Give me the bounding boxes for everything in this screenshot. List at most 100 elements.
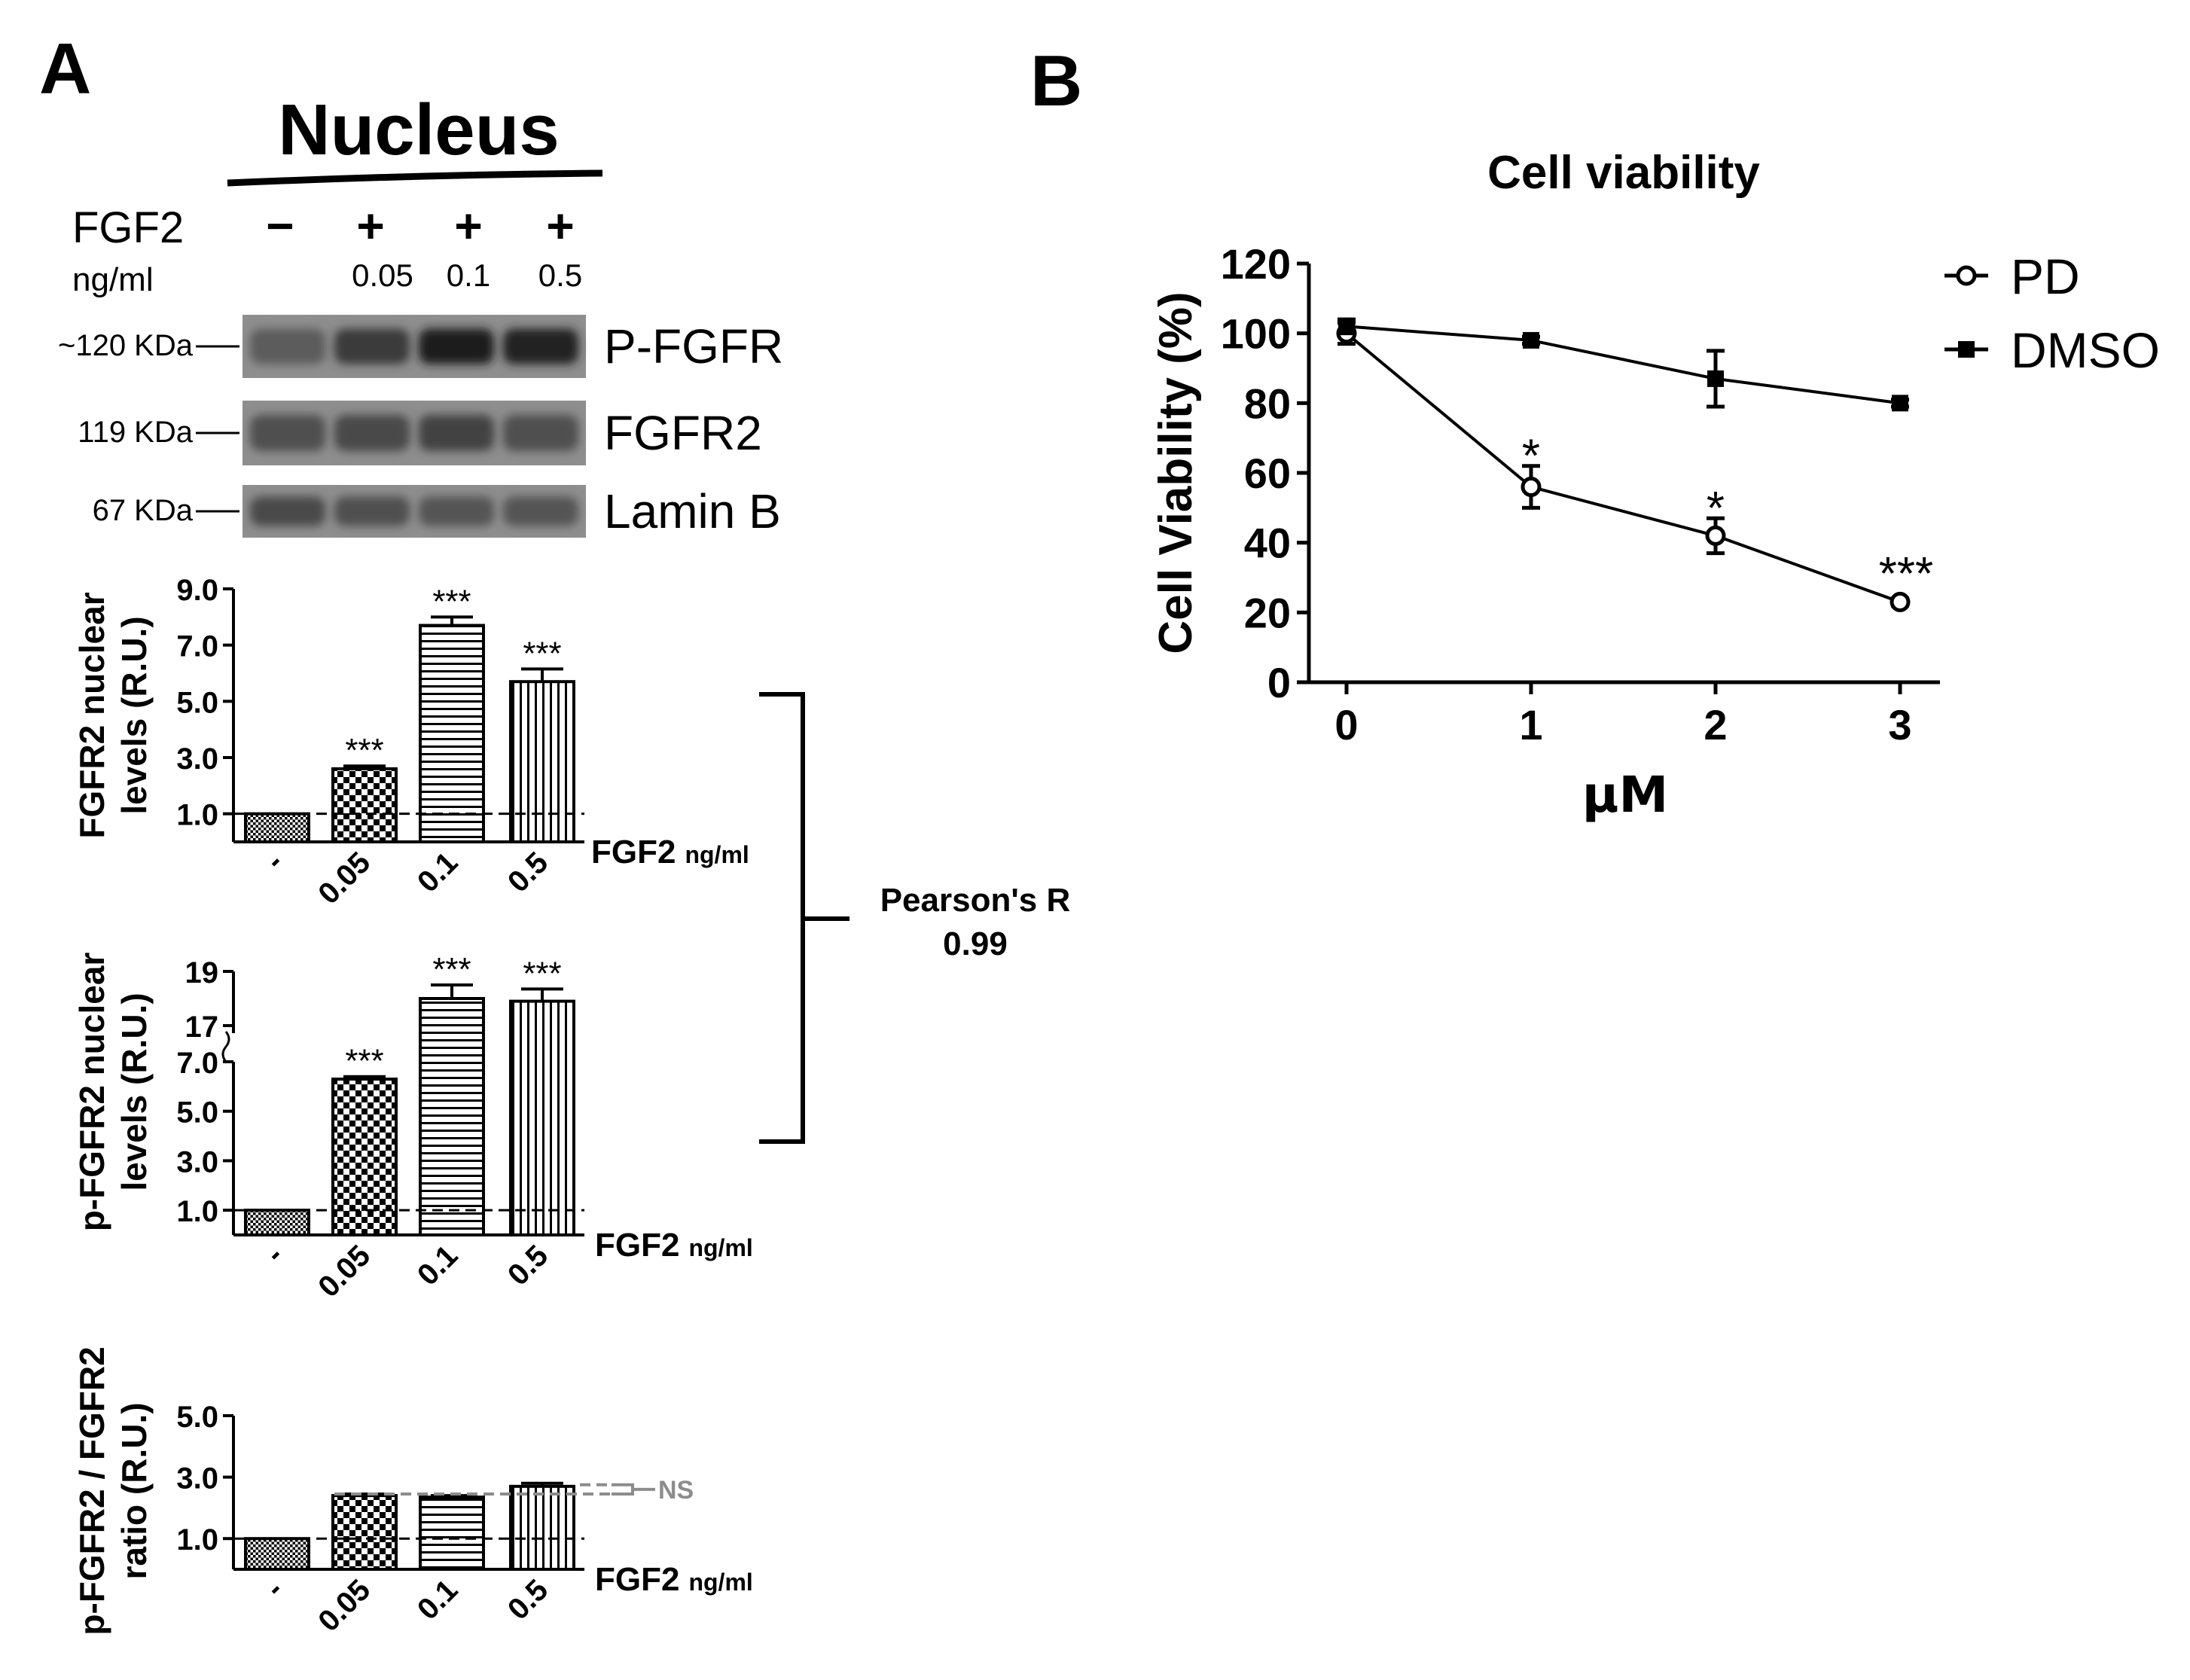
legend-marker-pd [1956, 265, 1977, 286]
legend-label: PD [2011, 248, 2080, 304]
bar [509, 680, 575, 844]
bar [419, 1496, 485, 1571]
x-tick-label: 3 [1888, 701, 1911, 749]
y-tick-label: 1.0 [176, 799, 218, 832]
category-label: 0.05 [312, 1573, 377, 1638]
y-tick-label: 5.0 [176, 686, 218, 719]
data-point-pd [1705, 525, 1726, 546]
pearson-label: Pearson's R [880, 882, 1071, 919]
y-axis-label: p-FGFR2 / FGFR2ratio (R.U.) [72, 1346, 154, 1635]
category-label: 0.05 [312, 1239, 377, 1303]
gel-band [419, 496, 494, 526]
unit-label: ng/ml [72, 261, 154, 298]
lane-dose: 0.5 [538, 258, 582, 293]
y-tick-label: 7.0 [176, 630, 218, 663]
x-axis-label-unit: ng/ml [685, 841, 749, 868]
bar [509, 1484, 575, 1571]
ns-bracket [612, 1483, 655, 1496]
bar [419, 624, 485, 843]
pearson-bracket: Pearson's R 0.99 [759, 692, 1071, 1144]
bar [509, 999, 575, 1236]
data-point-dmso [1338, 318, 1355, 335]
category-label: 0.05 [312, 846, 377, 910]
y-tick-label: 1.0 [176, 1523, 218, 1557]
x-axis-label-main: FGF2 [595, 1227, 679, 1264]
panel-a-label: A [39, 29, 91, 109]
significance-label: *** [345, 732, 383, 769]
y-axis-label-line: FGFR2 nuclear [72, 592, 111, 838]
y-tick-label: 3.0 [176, 1462, 218, 1496]
x-tick-label: 1 [1519, 701, 1542, 749]
x-tick-label: 2 [1704, 701, 1727, 749]
significance-label: *** [523, 955, 561, 992]
significance-label: *** [432, 583, 471, 620]
line-chart-cell-viability: Cell viability 0 20 40 60 80 100 120 0 1 2 3 μM Cell … [1150, 147, 2160, 824]
legend-marker-dmso [1958, 341, 1975, 358]
x-axis-label: FGF2 ng/ml [595, 1227, 753, 1264]
gel-band [250, 328, 325, 364]
y-axis-label: FGFR2 nuclearlevels (R.U.) [72, 592, 154, 838]
protein-label: FGFR2 [604, 406, 762, 460]
y-axis-label-line: p-FGFR2 nuclear [72, 953, 111, 1232]
y-tick-label: 3.0 [176, 1145, 218, 1178]
category-label: 0.1 [411, 1573, 464, 1626]
significance-label: * [1522, 431, 1540, 483]
y-tick-label: 80 [1244, 380, 1291, 427]
data-point-dmso [1707, 370, 1724, 387]
data-point-pd [1890, 591, 1911, 612]
gel-band [250, 414, 325, 452]
gel-band [250, 496, 325, 526]
marker-label: 67 KDa [93, 494, 194, 527]
lane-sign: − [266, 199, 294, 253]
y-tick-label: 20 [1244, 589, 1291, 636]
category-label: - [259, 846, 290, 877]
data-point-dmso [1523, 331, 1539, 349]
series-line-dmso [1346, 325, 1901, 405]
lane-dose: 0.05 [352, 258, 413, 293]
gel-band [503, 496, 578, 526]
y-tick-label: 19 [185, 956, 219, 989]
lane-sign: + [546, 199, 574, 253]
bar [331, 767, 398, 844]
y-axis-label-line: levels (R.U.) [114, 992, 154, 1191]
bar [331, 1494, 398, 1571]
significance-label: * [1707, 483, 1725, 535]
significance-label: *** [432, 951, 471, 988]
y-axis-label: p-FGFR2 nuclearlevels (R.U.) [72, 953, 154, 1232]
marker-label: ~120 KDa [58, 329, 194, 362]
significance-label: *** [523, 635, 561, 672]
x-axis-label: μM [1582, 766, 1668, 824]
y-tick-label: 17 [185, 1011, 219, 1044]
x-tick-label: 0 [1334, 701, 1358, 749]
blot-title-underline [227, 169, 603, 187]
y-axis-label: Cell Viability (%) [1150, 291, 1202, 654]
panel-b-label: B [1030, 41, 1082, 121]
category-label: 0.5 [502, 846, 554, 898]
bar [244, 1209, 310, 1236]
protein-label: Lamin B [604, 484, 781, 538]
data-point-pd [1520, 477, 1542, 498]
y-tick-label: 5.0 [176, 1401, 218, 1434]
x-axis-label: FGF2 ng/ml [595, 1561, 753, 1598]
bar-chart-p-fgfr2: 1.0 3.0 5.0 7.017 19 - *** 0.05 *** 0.1 *** 0.5 FGF2… [72, 951, 753, 1303]
pearson-value: 0.99 [943, 925, 1008, 962]
bar [244, 1537, 310, 1571]
marker-label: 119 KDa [78, 416, 193, 449]
y-tick-label: 5.0 [176, 1096, 218, 1130]
series-line-pd [1345, 332, 1901, 604]
y-tick-label: 0 [1267, 659, 1291, 706]
y-tick-label: 1.0 [176, 1195, 218, 1228]
panel-a: A Nucleus FGF2 ng/ml − +0.05 +0.1 +0.5 ~120… [39, 29, 783, 538]
category-label: 0.5 [502, 1239, 554, 1291]
gel-band [419, 328, 494, 364]
bar [419, 997, 485, 1236]
category-label: - [259, 1239, 290, 1270]
gel-band [334, 328, 410, 364]
x-axis-label-main: FGF2 [591, 834, 676, 870]
y-axis-label-line: ratio (R.U.) [114, 1402, 154, 1579]
gel-band [419, 414, 494, 452]
gel-band [334, 414, 410, 452]
gel-band [334, 496, 410, 526]
y-axis-label-line: p-FGFR2 / FGFR2 [72, 1346, 111, 1635]
lane-sign: + [454, 199, 482, 253]
